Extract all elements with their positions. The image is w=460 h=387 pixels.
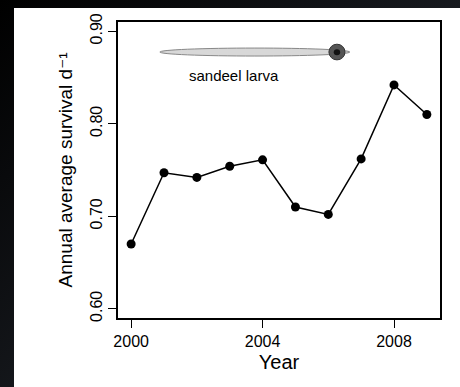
svg-text:2004: 2004: [245, 333, 281, 350]
svg-text:0.90: 0.90: [88, 13, 105, 44]
svg-text:Year: Year: [259, 351, 300, 373]
svg-text:0.80: 0.80: [88, 106, 105, 137]
svg-text:2008: 2008: [376, 333, 412, 350]
svg-text:0.70: 0.70: [88, 198, 105, 229]
svg-text:sandeel larva: sandeel larva: [189, 67, 279, 84]
svg-text:2000: 2000: [113, 333, 149, 350]
svg-text:0.60: 0.60: [88, 291, 105, 322]
svg-text:Annual average survival d⁻¹: Annual average survival d⁻¹: [55, 53, 76, 288]
